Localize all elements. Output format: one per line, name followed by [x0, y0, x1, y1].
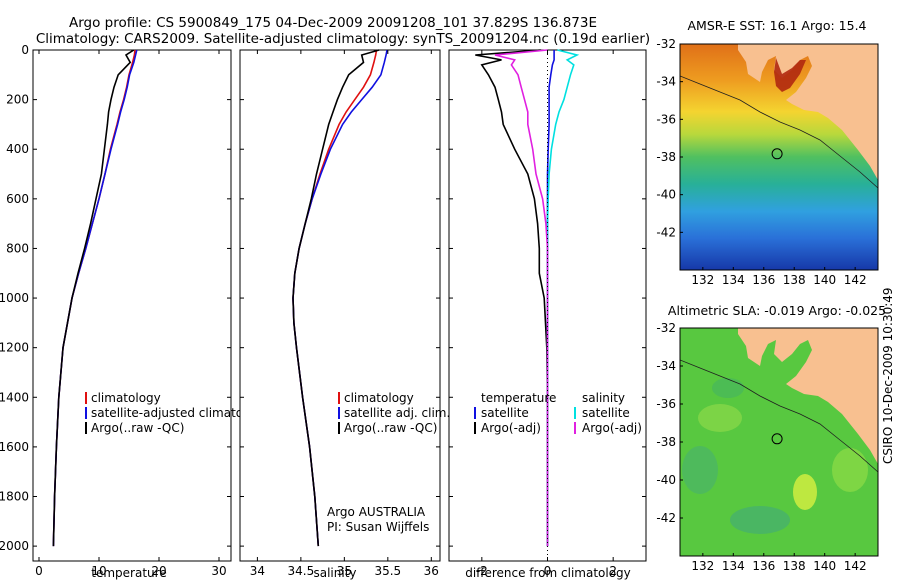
sst-map-xtick-label: 138 — [783, 273, 806, 287]
difference-series-3 — [494, 49, 549, 547]
depth-ytick-label: 1400 — [0, 390, 29, 404]
depth-ytick-label: 800 — [6, 241, 29, 255]
figure-title-line2: Climatology: CARS2009. Satellite-adjuste… — [36, 31, 650, 47]
figure-title-line1: Argo profile: CS 5900849_175 04-Dec-2009… — [69, 15, 597, 31]
legend-label-sal-satellite: satellite — [582, 406, 630, 420]
depth-ytick-label: 400 — [6, 142, 29, 156]
sla-map-xtick-label: 136 — [752, 559, 775, 573]
legend-label-argo: Argo(..raw -QC) — [91, 421, 184, 435]
sla-map-ytick-label: -36 — [656, 397, 676, 411]
sla-map-xtick-label: 134 — [722, 559, 745, 573]
salinity-xtick-label: 34.5 — [288, 564, 315, 578]
argo-float-marker — [771, 433, 783, 445]
temperature-axes — [32, 49, 232, 562]
salinity-xlabel: salinity — [313, 566, 356, 580]
legend-title-temperature: temperature — [481, 391, 556, 405]
sla-map-ytick-label: -40 — [656, 473, 676, 487]
temperature-xtick-label: 20 — [151, 564, 166, 578]
legend-label-sal-argo: Argo(-adj) — [582, 421, 642, 435]
depth-ytick-label: 1800 — [0, 490, 29, 504]
sla-anomaly — [730, 506, 790, 534]
legend-title-salinity: salinity — [582, 391, 625, 405]
salinity-panel: 34 34.5 35 35.5 36 salinity climatology sate… — [239, 49, 450, 580]
temperature-legend: climatology satellite-adjusted climatolo… — [85, 391, 269, 435]
depth-ytick-label: 1200 — [0, 341, 29, 355]
sla-anomaly — [793, 474, 817, 510]
sla-anomaly — [682, 446, 718, 494]
depth-ytick-label: 200 — [6, 93, 29, 107]
sst-land — [738, 44, 878, 180]
difference-xtick-label: 0 — [544, 564, 552, 578]
legend-label-temp-argo: Argo(-adj) — [481, 421, 541, 435]
sla-anomaly — [832, 448, 868, 492]
annotation-argo-australia: Argo AUSTRALIA — [327, 505, 426, 519]
difference-xtick-label: -2 — [476, 564, 488, 578]
salinity-xtick-label: 35.5 — [374, 564, 401, 578]
salinity-xtick-label: 36 — [424, 564, 439, 578]
argo-float-marker — [771, 148, 783, 160]
sla-map: Altimetric SLA: -0.019 Argo: -0.025 132 1… — [656, 303, 886, 573]
sla-anomaly — [712, 378, 744, 398]
salinity-xtick-label: 35 — [337, 564, 352, 578]
sla-map-ytick-label: -38 — [656, 435, 676, 449]
legend-label-climatology: climatology — [344, 391, 414, 405]
legend-label-argo: Argo(..raw -QC) — [344, 421, 437, 435]
sla-map-ytick-label: -34 — [656, 359, 676, 373]
depth-ytick-label: 1600 — [0, 440, 29, 454]
temperature-xtick-label: 0 — [35, 564, 43, 578]
sla-map-xtick-label: 140 — [813, 559, 836, 573]
depth-ytick-label: 600 — [6, 192, 29, 206]
difference-xlabel: difference from climatology — [465, 566, 631, 580]
salinity-axes — [239, 49, 441, 562]
sst-map-title: AMSR-E SST: 16.1 Argo: 15.4 — [687, 18, 866, 33]
sst-map-xtick-label: 140 — [813, 273, 836, 287]
sst-map-ytick-label: -40 — [656, 188, 676, 202]
legend-label-climatology: climatology — [91, 391, 161, 405]
depth-ytick-label: 1000 — [0, 291, 29, 305]
sla-map-xtick-label: 138 — [783, 559, 806, 573]
temperature-panel: 0 10 20 30 0 200 400 600 800 1000 1200 1400 1600 1800… — [0, 43, 269, 580]
temperature-xtick-label: 30 — [211, 564, 226, 578]
depth-ytick-label: 0 — [21, 43, 29, 57]
legend-label-satellite-adj: satellite adj. clim. — [344, 406, 450, 420]
side-label: CSIRO 10-Dec-2009 10:30:49 — [881, 287, 895, 464]
sst-map: AMSR-E SST: 16.1 Argo: 15.4 132 134 136 138… — [656, 18, 879, 287]
sst-continental-shelf — [680, 75, 878, 189]
salinity-series-2 — [292, 49, 380, 547]
sst-map-xtick-label: 142 — [844, 273, 867, 287]
sla-map-xtick-label: 132 — [691, 559, 714, 573]
sla-map-title: Altimetric SLA: -0.019 Argo: -0.025 — [668, 303, 886, 318]
salinity-legend: climatology satellite adj. clim. Argo(..… — [338, 391, 450, 435]
depth-ytick-label: 2000 — [0, 539, 29, 553]
sla-anomaly — [698, 404, 742, 432]
sst-map-ytick-label: -36 — [656, 112, 676, 126]
sst-map-xtick-label: 136 — [752, 273, 775, 287]
temperature-xtick-label: 10 — [91, 564, 106, 578]
sla-map-ytick-label: -42 — [656, 511, 676, 525]
difference-legend: temperature salinity satellite Argo(-adj… — [474, 391, 642, 435]
sla-map-xtick-label: 142 — [844, 559, 867, 573]
sla-map-ytick-label: -32 — [656, 321, 676, 335]
sst-map-ytick-label: -38 — [656, 150, 676, 164]
sst-warm-gulf — [774, 58, 806, 92]
annotation-pi-name: PI: Susan Wijffels — [327, 520, 429, 534]
temperature-xlabel: temperature — [91, 566, 166, 580]
sst-map-ytick-label: -34 — [656, 75, 676, 89]
sst-map-xtick-label: 132 — [691, 273, 714, 287]
sst-map-ytick-label: -32 — [656, 37, 676, 51]
temperature-series-2 — [52, 49, 135, 547]
salinity-xtick-label: 34 — [250, 564, 265, 578]
sst-map-ytick-label: -42 — [656, 225, 676, 239]
difference-panel: -2 0 2 difference from climatology tempera… — [448, 49, 647, 580]
legend-label-temp-satellite: satellite — [481, 406, 529, 420]
sla-continental-shelf — [680, 359, 878, 473]
sst-map-xtick-label: 134 — [722, 273, 745, 287]
sla-land — [738, 328, 878, 464]
difference-xtick-label: 2 — [609, 564, 617, 578]
legend-label-satellite-adjusted: satellite-adjusted climatology — [91, 406, 269, 420]
